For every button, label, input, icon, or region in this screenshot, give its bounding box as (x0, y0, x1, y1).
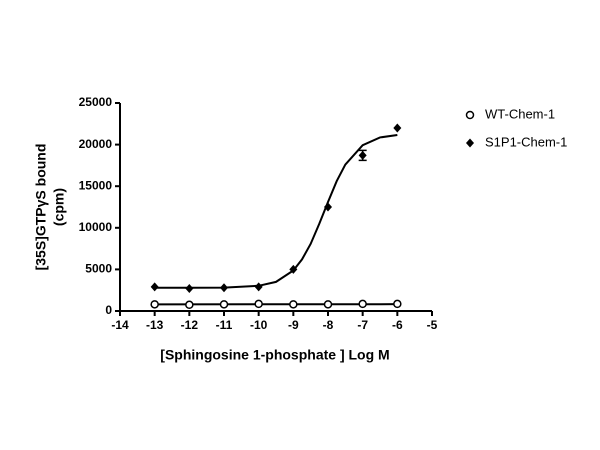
x-tick-label: -5 (427, 318, 438, 332)
data-point (185, 300, 194, 310)
data-point (254, 299, 263, 309)
y-tick-label: 15000 (79, 178, 113, 192)
x-tick-label: -14 (111, 318, 129, 332)
x-tick-label: -6 (392, 318, 403, 332)
x-tick-label: -8 (323, 318, 334, 332)
data-point (150, 300, 159, 309)
data-point (289, 300, 298, 309)
data-point (289, 264, 298, 274)
data-point (150, 282, 159, 292)
x-axis-label: [Sphingosine 1-phosphate ] Log M (160, 347, 389, 363)
legend-label: S1P1-Chem-1 (485, 134, 567, 149)
data-point (358, 299, 367, 309)
legend-marker (465, 110, 475, 120)
legend-marker (466, 138, 474, 148)
legend-label: WT-Chem-1 (485, 106, 555, 121)
data-point (358, 150, 367, 160)
y-axis-label: (cpm) (51, 188, 67, 226)
data-point (254, 282, 263, 292)
x-tick-label: -9 (288, 318, 299, 332)
x-tick-label: -10 (250, 318, 268, 332)
y-tick-label: 25000 (79, 95, 113, 109)
y-tick-label: 0 (105, 303, 112, 317)
fit-curve (154, 134, 398, 289)
x-tick-label: -11 (216, 318, 233, 332)
data-point (393, 299, 402, 309)
data-point (220, 283, 228, 293)
x-tick-label: -7 (357, 318, 368, 332)
y-tick-label: 10000 (79, 220, 113, 234)
data-point (219, 300, 229, 309)
data-point (185, 284, 194, 294)
x-tick-label: -12 (181, 318, 199, 332)
y-axis-label: [35S]GTPγS bound (33, 144, 49, 271)
data-point (323, 300, 333, 309)
x-tick-label: -13 (146, 318, 164, 332)
y-tick-label: 5000 (85, 262, 112, 276)
data-point (324, 202, 332, 212)
data-point (393, 123, 402, 133)
y-tick-label: 20000 (79, 137, 113, 151)
